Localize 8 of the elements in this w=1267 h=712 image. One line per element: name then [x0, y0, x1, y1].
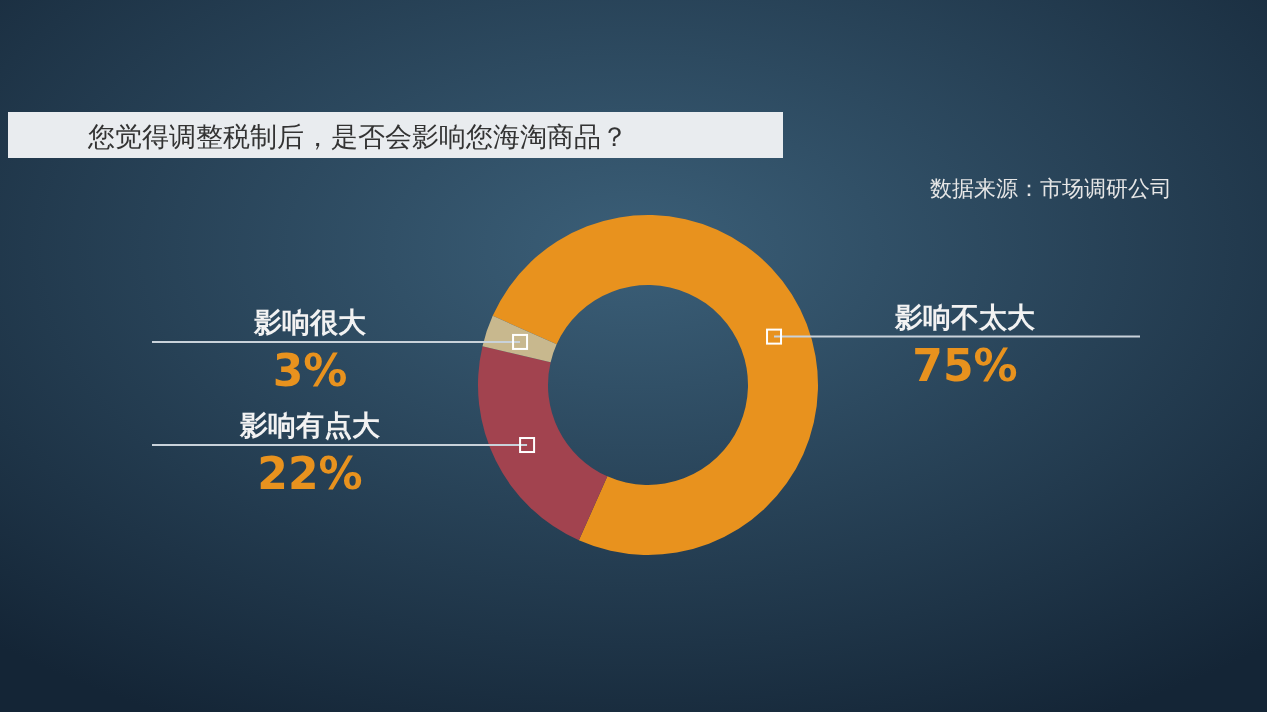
data-label: 22%: [257, 448, 363, 500]
slice-label: 影响很大: [253, 305, 367, 339]
slice-label: 影响不太大: [894, 300, 1036, 334]
slice-label: 影响有点大: [239, 409, 381, 443]
chart-title: 您觉得调整税制后，是否会影响您海淘商品？: [87, 121, 628, 152]
data-label: 75%: [912, 339, 1018, 391]
source-note: 数据来源：市场调研公司: [930, 176, 1172, 201]
data-label: 3%: [272, 344, 348, 396]
